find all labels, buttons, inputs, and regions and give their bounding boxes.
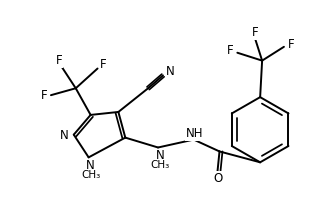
Text: F: F xyxy=(252,26,258,39)
Text: O: O xyxy=(213,172,222,185)
Text: F: F xyxy=(227,44,234,57)
Text: N: N xyxy=(156,150,164,163)
Text: F: F xyxy=(100,58,107,71)
Text: N: N xyxy=(86,159,95,172)
Text: F: F xyxy=(287,38,294,51)
Text: F: F xyxy=(41,89,47,102)
Text: N: N xyxy=(166,65,174,78)
Text: N: N xyxy=(60,129,69,142)
Text: F: F xyxy=(56,54,62,67)
Text: CH₃: CH₃ xyxy=(81,170,100,180)
Text: CH₃: CH₃ xyxy=(151,160,170,170)
Text: NH: NH xyxy=(186,127,203,140)
